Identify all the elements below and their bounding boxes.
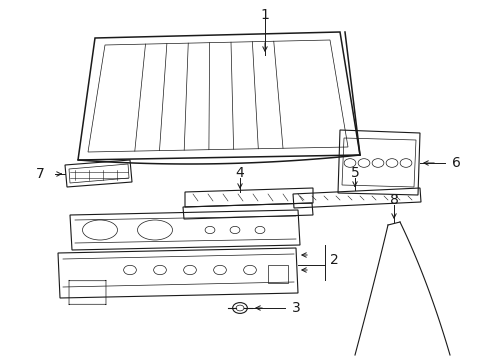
Bar — [267, 265, 287, 283]
Text: 8: 8 — [389, 193, 398, 207]
Text: 5: 5 — [350, 166, 359, 180]
Text: 1: 1 — [260, 8, 269, 22]
Text: 3: 3 — [291, 301, 300, 315]
Text: 6: 6 — [451, 156, 460, 170]
Text: 2: 2 — [329, 253, 338, 267]
Text: 4: 4 — [235, 166, 244, 180]
Text: 7: 7 — [36, 167, 44, 181]
